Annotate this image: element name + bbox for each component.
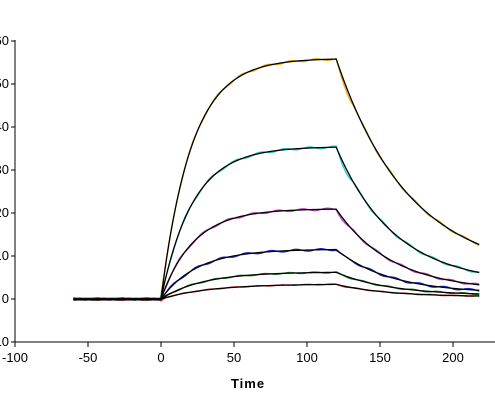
sensorgram-data-line [73, 207, 480, 301]
y-tick-label: 40 [0, 119, 9, 134]
series-layer [73, 57, 480, 302]
y-tick-label: 60 [0, 33, 9, 48]
fit-curve-line [73, 58, 480, 300]
sensorgram-data-line [73, 57, 480, 301]
x-tick-label: 50 [227, 350, 241, 365]
x-tick-label: 150 [369, 350, 391, 365]
x-tick-label: 100 [296, 350, 318, 365]
y-tick-label: 30 [0, 162, 9, 177]
y-tick-label: 0 [2, 291, 9, 306]
chart-axes [14, 40, 495, 343]
y-tick-label: -10 [0, 334, 9, 349]
x-axis-title: Time [231, 376, 265, 391]
x-tick-label: 0 [157, 350, 164, 365]
y-ticks: -10 0 10 20 30 40 50 60 [0, 33, 15, 349]
x-tick-label: 200 [442, 350, 464, 365]
x-tick-label: -50 [79, 350, 98, 365]
y-tick-label: 50 [0, 76, 9, 91]
x-ticks: -100 -50 0 50 100 150 200 [2, 342, 464, 365]
fit-curve-line [73, 271, 480, 300]
fit-curve-line [73, 283, 480, 301]
y-tick-label: 20 [0, 205, 9, 220]
y-tick-label: 10 [0, 248, 9, 263]
fit-curve-line [73, 146, 480, 300]
sensorgram-data-line [73, 145, 480, 301]
x-tick-label: -100 [2, 350, 28, 365]
